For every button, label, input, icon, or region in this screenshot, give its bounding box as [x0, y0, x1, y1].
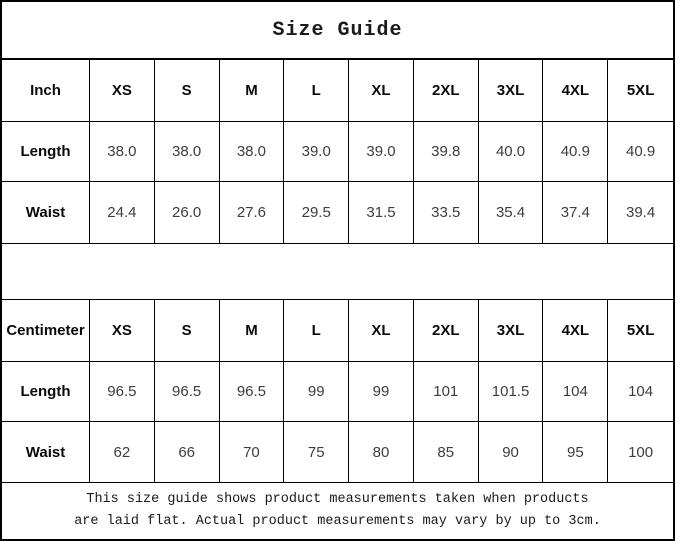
- measurement-cell: 38.0: [154, 122, 220, 182]
- size-header-2xl: 2XL: [413, 60, 479, 122]
- cm-header-row: Centimeter XS S M L XL 2XL 3XL 4XL 5XL: [2, 300, 673, 362]
- measurement-cell: 38.0: [90, 122, 155, 182]
- measurement-cell: 33.5: [413, 182, 479, 244]
- size-header-l: L: [284, 300, 350, 362]
- inch-header-row: Inch XS S M L XL 2XL 3XL 4XL 5XL: [2, 60, 673, 122]
- measurement-cell: 40.9: [608, 122, 673, 182]
- size-header-l: L: [284, 60, 350, 122]
- measurement-cell: 27.6: [219, 182, 285, 244]
- measurement-cell: 62: [90, 422, 155, 483]
- size-header-2xl: 2XL: [413, 300, 479, 362]
- size-header-3xl: 3XL: [478, 60, 544, 122]
- size-header-5xl: 5XL: [608, 300, 673, 362]
- row-label-waist: Waist: [2, 422, 90, 483]
- measurement-cell: 99: [349, 362, 414, 422]
- size-header-4xl: 4XL: [543, 300, 609, 362]
- size-header-3xl: 3XL: [478, 300, 544, 362]
- measurement-cell: 101.5: [478, 362, 544, 422]
- measurement-cell: 39.8: [413, 122, 479, 182]
- footer-note-line-2: are laid flat. Actual product measuremen…: [74, 514, 601, 529]
- measurement-cell: 99: [284, 362, 350, 422]
- row-label-length: Length: [2, 122, 90, 182]
- measurement-cell: 40.0: [478, 122, 544, 182]
- size-header-xs: XS: [90, 60, 155, 122]
- measurement-cell: 96.5: [219, 362, 285, 422]
- size-header-s: S: [154, 60, 220, 122]
- measurement-cell: 39.0: [284, 122, 350, 182]
- row-label-length: Length: [2, 362, 90, 422]
- inch-length-row: Length 38.0 38.0 38.0 39.0 39.0 39.8 40.…: [2, 122, 673, 182]
- size-header-5xl: 5XL: [608, 60, 673, 122]
- cm-waist-row: Waist 62 66 70 75 80 85 90 95 100: [2, 422, 673, 483]
- measurement-cell: 37.4: [543, 182, 609, 244]
- measurement-cell: 31.5: [349, 182, 414, 244]
- footer-note: This size guide shows product measuremen…: [2, 483, 673, 539]
- measurement-cell: 100: [608, 422, 673, 483]
- measurement-cell: 38.0: [219, 122, 285, 182]
- measurement-cell: 29.5: [284, 182, 350, 244]
- measurement-cell: 96.5: [154, 362, 220, 422]
- measurement-cell: 70: [219, 422, 285, 483]
- measurement-cell: 80: [349, 422, 414, 483]
- measurement-cell: 95: [543, 422, 609, 483]
- measurement-cell: 39.0: [349, 122, 414, 182]
- size-header-m: M: [219, 60, 285, 122]
- measurement-cell: 40.9: [543, 122, 609, 182]
- measurement-cell: 104: [543, 362, 609, 422]
- unit-header-inch: Inch: [2, 60, 90, 122]
- cm-length-row: Length 96.5 96.5 96.5 99 99 101 101.5 10…: [2, 362, 673, 422]
- size-header-m: M: [219, 300, 285, 362]
- measurement-cell: 90: [478, 422, 544, 483]
- measurement-cell: 39.4: [608, 182, 673, 244]
- measurement-cell: 85: [413, 422, 479, 483]
- page-title: Size Guide: [2, 2, 673, 60]
- unit-header-centimeter: Centimeter: [2, 300, 90, 362]
- size-header-4xl: 4XL: [543, 60, 609, 122]
- size-header-s: S: [154, 300, 220, 362]
- measurement-cell: 26.0: [154, 182, 220, 244]
- spacer-row: [2, 244, 673, 300]
- measurement-cell: 96.5: [90, 362, 155, 422]
- size-header-xl: XL: [349, 300, 414, 362]
- size-header-xl: XL: [349, 60, 414, 122]
- measurement-cell: 35.4: [478, 182, 544, 244]
- measurement-cell: 66: [154, 422, 220, 483]
- measurement-cell: 104: [608, 362, 673, 422]
- row-label-waist: Waist: [2, 182, 90, 244]
- inch-waist-row: Waist 24.4 26.0 27.6 29.5 31.5 33.5 35.4…: [2, 182, 673, 244]
- measurement-cell: 75: [284, 422, 350, 483]
- measurement-cell: 101: [413, 362, 479, 422]
- measurement-cell: 24.4: [90, 182, 155, 244]
- footer-note-line-1: This size guide shows product measuremen…: [86, 492, 589, 508]
- size-header-xs: XS: [90, 300, 155, 362]
